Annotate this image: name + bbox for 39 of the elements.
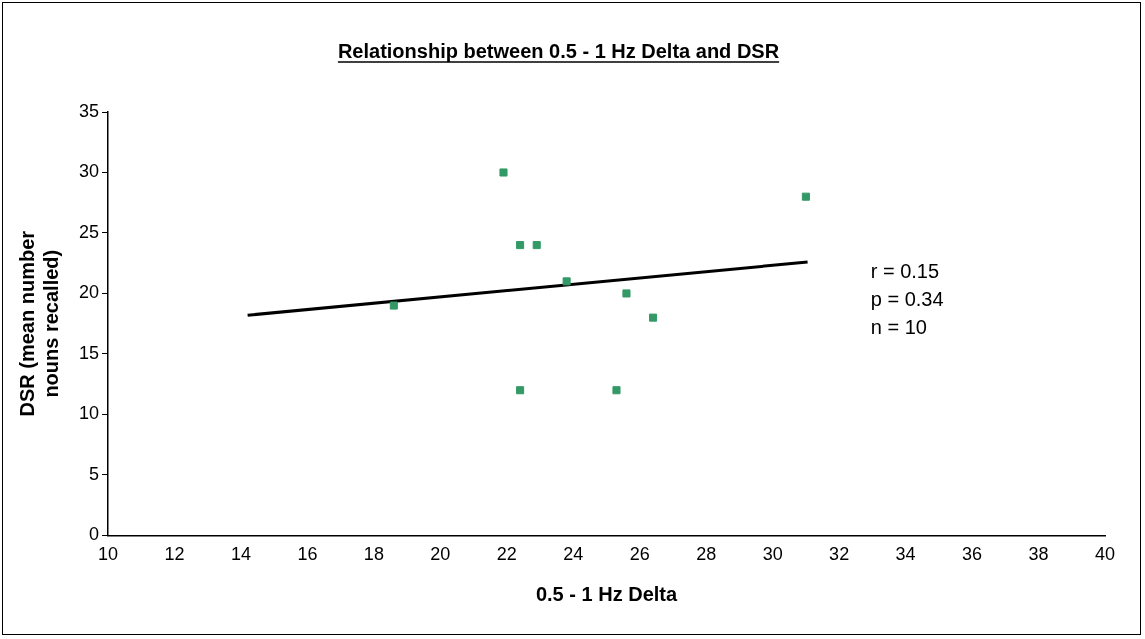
x-tick-label: 24 (563, 544, 584, 565)
point (649, 313, 658, 322)
annotation: r = 0.15 (870, 259, 940, 282)
point (562, 277, 571, 286)
x-tick-label: 22 (496, 544, 517, 565)
x-tick-label: 18 (363, 544, 384, 565)
x-tick-label: 26 (629, 544, 650, 565)
x-tick-label: 14 (230, 544, 251, 565)
point (516, 386, 525, 395)
x-tick-label: 20 (430, 544, 451, 565)
y-tick-label: 30 (78, 161, 100, 182)
annotation: p = 0.34 (870, 287, 944, 310)
point (389, 301, 398, 310)
x-axis-title: 0.5 - 1 Hz Delta (535, 582, 678, 605)
y-tick-label: 35 (78, 100, 100, 121)
point (612, 386, 621, 395)
x-tick-label: 36 (962, 544, 983, 565)
y-tick-label: 0 (89, 524, 100, 545)
x-tick-label: 12 (164, 544, 185, 565)
y-tick-label: 10 (78, 403, 100, 424)
point (622, 289, 631, 298)
x-tick-label: 28 (696, 544, 717, 565)
annotation: n = 10 (870, 315, 927, 338)
x-tick-label: 34 (895, 544, 916, 565)
y-tick-label: 15 (78, 342, 100, 363)
y-tick-label: 20 (78, 282, 100, 303)
x-tick-label: 38 (1028, 544, 1049, 565)
y-axis-title: DSR (mean number nouns recalled) (15, 230, 62, 417)
y-tick-label: 5 (89, 463, 100, 484)
x-tick-label: 40 (1094, 544, 1116, 565)
point (801, 192, 810, 201)
point (532, 241, 541, 250)
y-tick-label: 25 (78, 221, 100, 242)
x-tick-label: 30 (762, 544, 783, 565)
chart-title: Relationship between 0.5 - 1 Hz Delta and DSR (337, 39, 780, 62)
x-tick-label: 32 (829, 544, 850, 565)
point (499, 168, 508, 177)
x-tick-label: 16 (297, 544, 318, 565)
point (516, 241, 525, 250)
